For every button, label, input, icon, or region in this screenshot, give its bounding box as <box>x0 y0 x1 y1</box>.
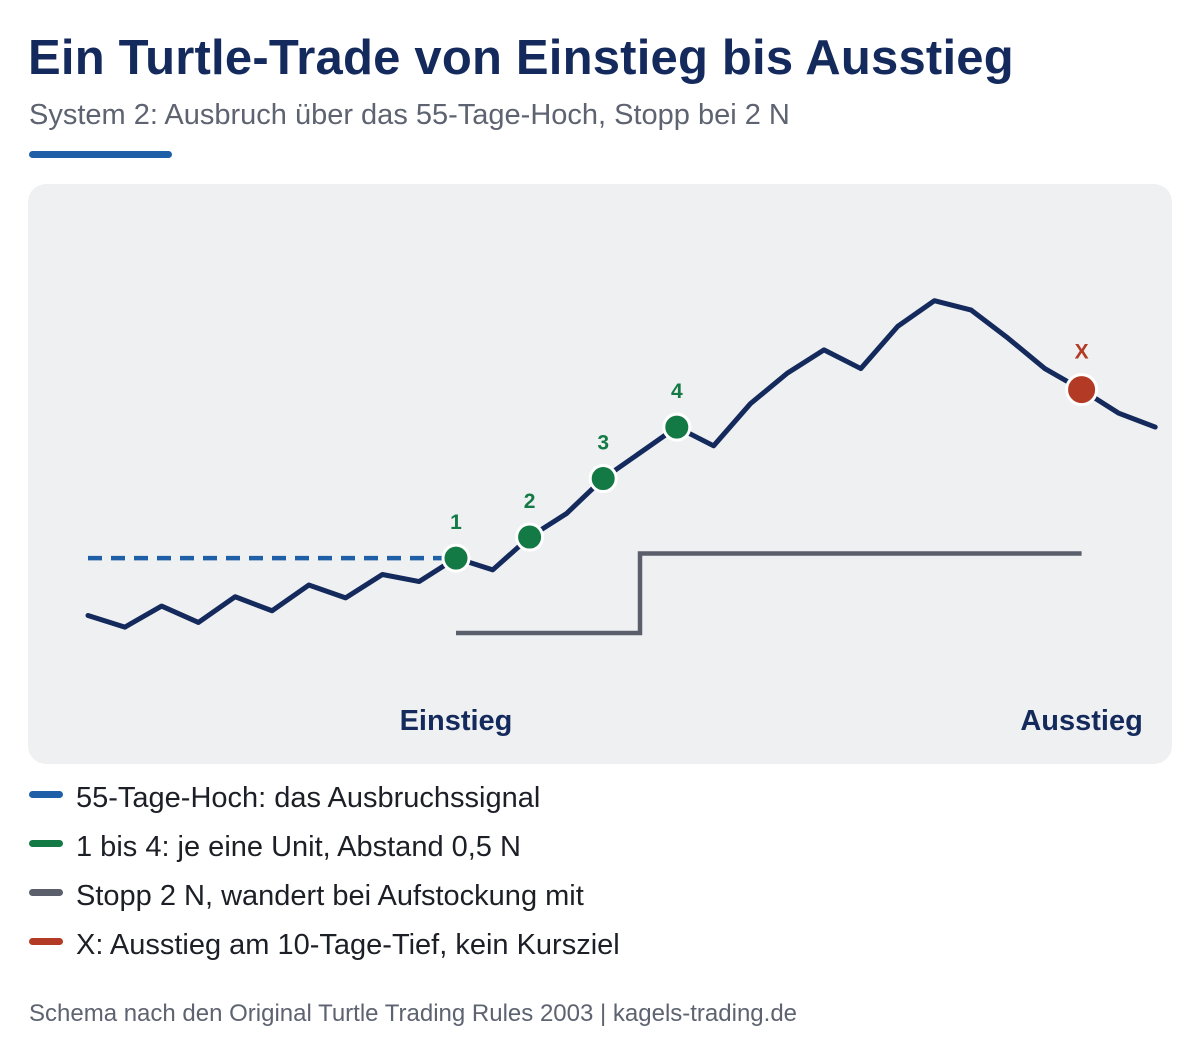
unit-label: 2 <box>524 490 536 513</box>
legend: 55-Tage-Hoch: das Ausbruchssignal 1 bis … <box>29 774 620 970</box>
stop-line <box>456 551 1082 636</box>
legend-item-units: 1 bis 4: je eine Unit, Abstand 0,5 N <box>29 823 620 872</box>
unit-label: 4 <box>671 380 683 403</box>
unit-marker <box>441 543 471 573</box>
exit-marker <box>1065 373 1099 407</box>
exit-marker-group: X <box>1065 341 1099 407</box>
exit-label: Ausstieg <box>1020 705 1142 737</box>
legend-swatch <box>29 840 63 847</box>
price-line <box>85 298 1158 630</box>
trade-diagram: 1 2 3 4 X Einstieg Ausstieg <box>85 298 1158 737</box>
legend-swatch <box>29 938 63 945</box>
legend-item-stop: Stopp 2 N, wandert bei Aufstockung mit <box>29 872 620 921</box>
title-accent-bar <box>29 151 172 158</box>
page-subtitle: System 2: Ausbruch über das 55-Tage-Hoch… <box>29 99 790 131</box>
legend-label: Stopp 2 N, wandert bei Aufstockung mit <box>76 880 584 912</box>
unit-label: 1 <box>450 511 462 534</box>
unit-marker <box>515 522 545 552</box>
unit-markers: 1 2 3 4 <box>441 380 692 573</box>
footer-source: Schema nach den Original Turtle Trading … <box>29 1000 798 1027</box>
legend-label: 1 bis 4: je eine Unit, Abstand 0,5 N <box>76 831 521 863</box>
legend-swatch <box>29 889 63 896</box>
unit-label: 3 <box>597 432 609 455</box>
unit-marker <box>588 464 618 494</box>
legend-item-breakout: 55-Tage-Hoch: das Ausbruchssignal <box>29 774 620 823</box>
unit-marker <box>662 412 692 442</box>
page-title: Ein Turtle-Trade von Einstieg bis Aussti… <box>28 31 1014 85</box>
legend-swatch <box>29 791 63 798</box>
exit-marker-label: X <box>1075 341 1089 364</box>
entry-label: Einstieg <box>400 705 513 737</box>
legend-label: 55-Tage-Hoch: das Ausbruchssignal <box>76 782 541 814</box>
legend-item-exit: X: Ausstieg am 10-Tage-Tief, kein Kurszi… <box>29 921 620 970</box>
legend-label: X: Ausstieg am 10-Tage-Tief, kein Kurszi… <box>76 929 620 961</box>
diagram-panel: 1 2 3 4 X Einstieg Ausstieg <box>28 184 1172 764</box>
